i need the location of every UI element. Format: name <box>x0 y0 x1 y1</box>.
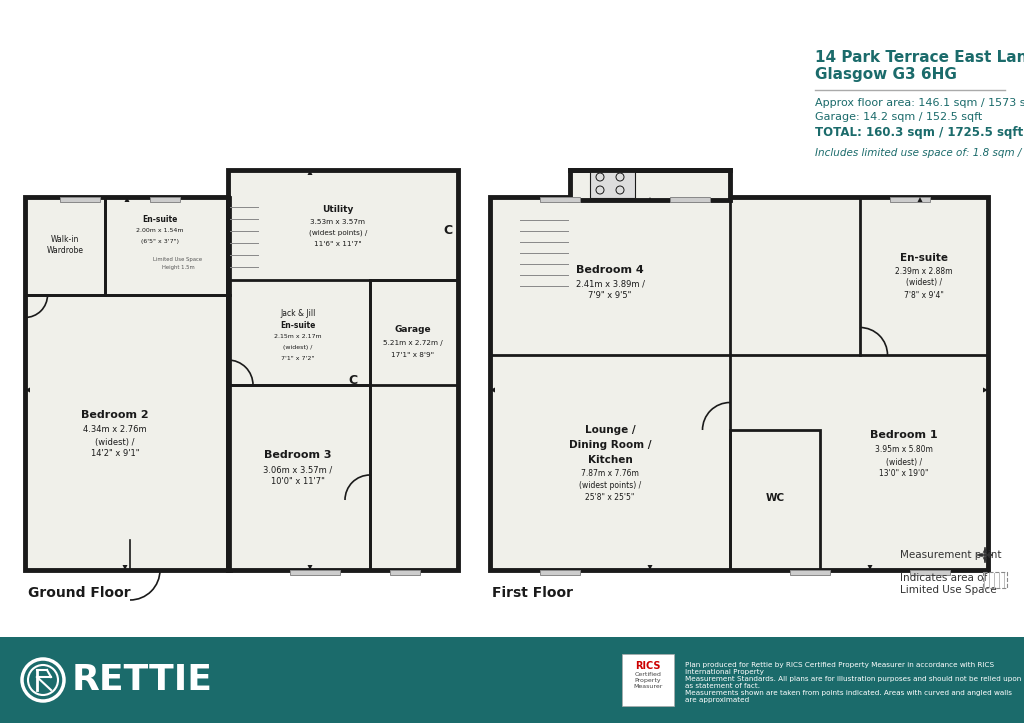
Text: Measurement point: Measurement point <box>900 550 1001 560</box>
Text: Garage: Garage <box>394 325 431 335</box>
Text: Utility: Utility <box>323 205 353 215</box>
Bar <box>670 197 710 202</box>
Text: Glasgow G3 6HG: Glasgow G3 6HG <box>815 67 956 82</box>
Text: 2.39m x 2.88m: 2.39m x 2.88m <box>895 267 952 275</box>
Text: Bedroom 2: Bedroom 2 <box>81 410 148 420</box>
Polygon shape <box>490 388 495 393</box>
Bar <box>0 637 1024 723</box>
Text: First Floor: First Floor <box>492 586 573 600</box>
Text: (widest) /: (widest) / <box>95 437 135 447</box>
Polygon shape <box>918 197 923 202</box>
Text: 3.06m x 3.57m /: 3.06m x 3.57m / <box>263 466 333 474</box>
Bar <box>540 197 580 202</box>
Bar <box>390 570 420 575</box>
Polygon shape <box>123 565 128 570</box>
Polygon shape <box>25 388 30 393</box>
Text: 7.87m x 7.76m: 7.87m x 7.76m <box>581 469 639 479</box>
Text: Jack & Jill: Jack & Jill <box>281 309 315 319</box>
Bar <box>590 170 635 198</box>
Bar <box>983 572 1007 588</box>
Text: Approx floor area: 146.1 sqm / 1573 sqft: Approx floor area: 146.1 sqm / 1573 sqft <box>815 98 1024 108</box>
Polygon shape <box>983 548 987 552</box>
Text: Certified
Property
Measurer: Certified Property Measurer <box>633 672 663 688</box>
Text: (widest) /: (widest) / <box>886 458 922 466</box>
Text: RETTIE: RETTIE <box>72 663 213 697</box>
Text: C: C <box>443 223 453 236</box>
Text: 14 Park Terrace East Lane: 14 Park Terrace East Lane <box>815 50 1024 65</box>
Text: (widest points) /: (widest points) / <box>309 230 368 236</box>
Text: 7'8" x 9'4": 7'8" x 9'4" <box>904 291 944 299</box>
Bar <box>490 197 988 570</box>
Text: Walk-in
Wardrobe: Walk-in Wardrobe <box>46 235 84 254</box>
Polygon shape <box>978 553 982 557</box>
Text: 10'0" x 11'7": 10'0" x 11'7" <box>271 477 325 487</box>
Text: 17'1" x 8'9": 17'1" x 8'9" <box>391 352 434 358</box>
Text: Bedroom 3: Bedroom 3 <box>264 450 332 460</box>
Text: Ground Floor: Ground Floor <box>28 586 131 600</box>
Bar <box>25 295 230 570</box>
Polygon shape <box>647 197 652 202</box>
Text: (widest) /: (widest) / <box>906 278 942 288</box>
Text: 11'6" x 11'7": 11'6" x 11'7" <box>314 241 361 247</box>
Text: Dining Room /: Dining Room / <box>568 440 651 450</box>
Bar <box>570 170 730 200</box>
Bar <box>60 197 100 202</box>
Bar <box>730 430 820 570</box>
Bar <box>290 570 340 575</box>
Text: (widest points) /: (widest points) / <box>579 482 641 490</box>
Bar <box>228 170 458 570</box>
Polygon shape <box>647 565 652 570</box>
Text: (widest) /: (widest) / <box>284 344 312 349</box>
Text: 14'2" x 9'1": 14'2" x 9'1" <box>91 450 139 458</box>
Text: En-suite: En-suite <box>281 320 315 330</box>
Text: Bedroom 1: Bedroom 1 <box>870 430 938 440</box>
Text: Plan produced for Rettie by RICS Certified Property Measurer in accordance with : Plan produced for Rettie by RICS Certifi… <box>685 662 1021 703</box>
Bar <box>910 570 950 575</box>
Text: Limited Use Space: Limited Use Space <box>154 257 203 262</box>
Text: Indicates area of
Limited Use Space: Indicates area of Limited Use Space <box>900 573 996 594</box>
Text: RICS: RICS <box>635 661 660 671</box>
Polygon shape <box>988 553 992 557</box>
Text: C: C <box>348 374 357 387</box>
Text: Lounge /: Lounge / <box>585 425 635 435</box>
Bar <box>622 654 674 706</box>
Bar <box>105 197 230 295</box>
Polygon shape <box>125 197 129 202</box>
Text: 2.41m x 3.89m /: 2.41m x 3.89m / <box>575 280 644 288</box>
Text: 7'9" x 9'5": 7'9" x 9'5" <box>589 291 632 301</box>
Text: 25'8" x 25'5": 25'8" x 25'5" <box>586 494 635 502</box>
Bar <box>370 280 458 570</box>
Text: 4.34m x 2.76m: 4.34m x 2.76m <box>83 426 146 435</box>
Bar <box>150 197 180 202</box>
Text: Kitchen: Kitchen <box>588 455 633 465</box>
Text: En-suite: En-suite <box>142 215 178 225</box>
Text: 5.21m x 2.72m /: 5.21m x 2.72m / <box>383 340 442 346</box>
Bar <box>228 385 370 570</box>
Text: 13'0" x 19'0": 13'0" x 19'0" <box>880 469 929 479</box>
Text: TOTAL: 160.3 sqm / 1725.5 sqft: TOTAL: 160.3 sqm / 1725.5 sqft <box>815 126 1023 139</box>
Bar <box>25 197 105 295</box>
Polygon shape <box>727 197 732 202</box>
Text: En-suite: En-suite <box>900 253 948 263</box>
Text: (6'5" x 3'7"): (6'5" x 3'7") <box>141 239 179 244</box>
Polygon shape <box>307 565 312 570</box>
Text: Includes limited use space of: 1.8 sqm / 19.3 sqft: Includes limited use space of: 1.8 sqm /… <box>815 148 1024 158</box>
Text: 2.00m x 1.54m: 2.00m x 1.54m <box>136 228 183 234</box>
Text: 3.53m x 3.57m: 3.53m x 3.57m <box>310 219 366 225</box>
Polygon shape <box>307 170 312 175</box>
Text: Garage: 14.2 sqm / 152.5 sqft: Garage: 14.2 sqm / 152.5 sqft <box>815 112 982 122</box>
Bar <box>890 197 930 202</box>
Polygon shape <box>983 388 988 393</box>
Bar <box>790 570 830 575</box>
Text: 3.95m x 5.80m: 3.95m x 5.80m <box>876 445 933 455</box>
Bar <box>25 197 230 570</box>
Polygon shape <box>983 558 987 562</box>
Polygon shape <box>867 565 872 570</box>
Text: Bedroom 4: Bedroom 4 <box>577 265 644 275</box>
Bar <box>540 570 580 575</box>
Text: 7'1" x 7'2": 7'1" x 7'2" <box>282 356 314 361</box>
Text: WC: WC <box>765 493 784 503</box>
Text: Height 1.5m: Height 1.5m <box>162 265 195 270</box>
Text: 2.15m x 2.17m: 2.15m x 2.17m <box>274 333 322 338</box>
